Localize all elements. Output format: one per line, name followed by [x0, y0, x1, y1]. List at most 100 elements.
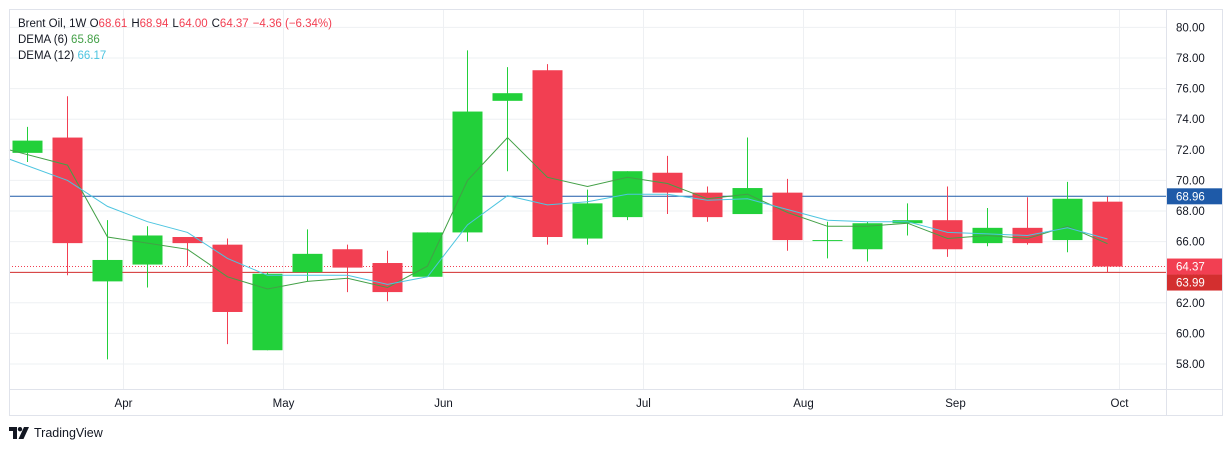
- candle: [932, 186, 963, 257]
- candle-body: [1092, 201, 1123, 267]
- legend-low-value: 64.00: [178, 18, 208, 30]
- candle-body: [412, 232, 443, 277]
- candle-body: [52, 137, 83, 244]
- chart-frame: [9, 9, 1223, 416]
- candle-body: [852, 223, 883, 250]
- tradingview-logo-icon: [9, 427, 29, 439]
- legend-dema12-row[interactable]: DEMA (12) 66.17: [18, 48, 336, 64]
- candle-body: [92, 259, 123, 282]
- candle: [292, 229, 323, 282]
- candle: [132, 226, 163, 288]
- candle: [172, 237, 203, 267]
- legend-dema12-label: DEMA (12): [18, 50, 75, 62]
- candle: [492, 67, 523, 172]
- candle: [412, 232, 443, 277]
- price-tick-label: 66.00: [1176, 237, 1205, 249]
- candle: [852, 221, 883, 262]
- time-tick-label: Apr: [115, 398, 133, 410]
- price-tick-label: 78.00: [1176, 53, 1205, 65]
- candle-body: [292, 253, 323, 273]
- time-tick-label: Jun: [434, 398, 453, 410]
- price-tick-label: 74.00: [1176, 114, 1205, 126]
- candle: [12, 126, 43, 163]
- legend-dema6-row[interactable]: DEMA (6) 65.86: [18, 32, 336, 48]
- candle-body: [652, 172, 683, 193]
- candle-body: [212, 244, 243, 312]
- candle-body: [1052, 198, 1083, 241]
- candle: [732, 137, 763, 215]
- candle-body: [812, 240, 843, 242]
- last-price-label-text: 64.37: [1176, 262, 1205, 274]
- price-tick-label: 62.00: [1176, 298, 1205, 310]
- candle-body: [492, 93, 523, 101]
- candle: [572, 189, 603, 245]
- legend-open-value: 68.61: [98, 18, 128, 30]
- price-tick-label: 76.00: [1176, 84, 1205, 96]
- candle: [92, 220, 123, 360]
- current-price-label-bg: [1167, 188, 1222, 205]
- time-tick-label: Aug: [793, 398, 813, 410]
- dema6-line: [8, 136, 1108, 290]
- price-axis[interactable]: 58.0060.0062.0064.0066.0068.0070.0072.00…: [1176, 22, 1205, 371]
- chart-legend: Brent Oil, 1W O68.61 H68.94 L64.00 C64.37 −4…: [18, 16, 336, 64]
- time-axis[interactable]: Apr May Jun Jul Aug Sep Oct: [115, 398, 1130, 410]
- legend-open-label: O: [89, 18, 99, 30]
- candle: [1092, 196, 1123, 273]
- legend-dema12-value: 66.17: [77, 50, 107, 62]
- candle-body: [532, 70, 563, 238]
- candle: [772, 178, 803, 251]
- candle-body: [172, 237, 203, 244]
- dema12-line: [8, 158, 1108, 285]
- legend-dema6-label: DEMA (6): [18, 34, 68, 46]
- time-tick-label: May: [273, 398, 295, 410]
- price-tick-label: 70.00: [1176, 175, 1205, 187]
- last-price-label: 64.37: [1167, 258, 1222, 275]
- legend-symbol[interactable]: Brent Oil: [18, 18, 63, 30]
- legend-close-label: C: [211, 18, 220, 30]
- low-price-label-bg: [1167, 274, 1222, 291]
- price-tick-label: 80.00: [1176, 22, 1205, 34]
- price-tick-label: 72.00: [1176, 145, 1205, 157]
- candle: [1052, 181, 1083, 253]
- candle: [812, 221, 843, 259]
- tradingview-logo-text: TradingView: [34, 426, 103, 440]
- legend-interval[interactable]: 1W: [69, 18, 87, 30]
- legend-dema6-value: 65.86: [71, 34, 100, 46]
- price-tick-label: 68.00: [1176, 206, 1205, 218]
- candle: [332, 244, 363, 293]
- candle: [252, 272, 283, 351]
- dema-lines: [8, 136, 1108, 290]
- price-tick-label: 58.00: [1176, 359, 1205, 371]
- legend-low-label: L: [172, 18, 179, 30]
- price-tick-label: 60.00: [1176, 328, 1205, 340]
- candle: [52, 96, 83, 276]
- candle-body: [692, 192, 723, 218]
- candle: [692, 186, 723, 222]
- time-tick-label: Sep: [945, 398, 965, 410]
- legend-close-value: 64.37: [219, 18, 249, 30]
- candle: [972, 207, 1003, 247]
- chart-border: [9, 9, 1223, 416]
- candle-body: [452, 111, 483, 233]
- tradingview-logo[interactable]: TradingView: [9, 426, 103, 440]
- candle: [532, 64, 563, 245]
- current-price-label: 68.96: [1167, 188, 1222, 205]
- legend-high-value: 68.94: [139, 18, 169, 30]
- candle-body: [332, 249, 363, 268]
- candlesticks: [12, 50, 1123, 360]
- candle-body: [572, 203, 603, 239]
- legend-change: −4.36 (−6.34%): [252, 18, 332, 30]
- candle: [652, 155, 683, 215]
- last-price-label-bg: [1167, 258, 1222, 275]
- candle: [452, 50, 483, 242]
- candle: [212, 238, 243, 345]
- time-tick-label: Oct: [1111, 398, 1130, 410]
- candle-body: [732, 188, 763, 215]
- low-price-label-text: 63.99: [1176, 278, 1205, 290]
- candle: [372, 250, 403, 302]
- legend-ohlc-row: Brent Oil, 1W O68.61 H68.94 L64.00 C64.37 −4…: [18, 18, 332, 30]
- candle-body: [252, 273, 283, 351]
- candle-body: [12, 140, 43, 153]
- low-price-label: 63.99: [1167, 274, 1222, 291]
